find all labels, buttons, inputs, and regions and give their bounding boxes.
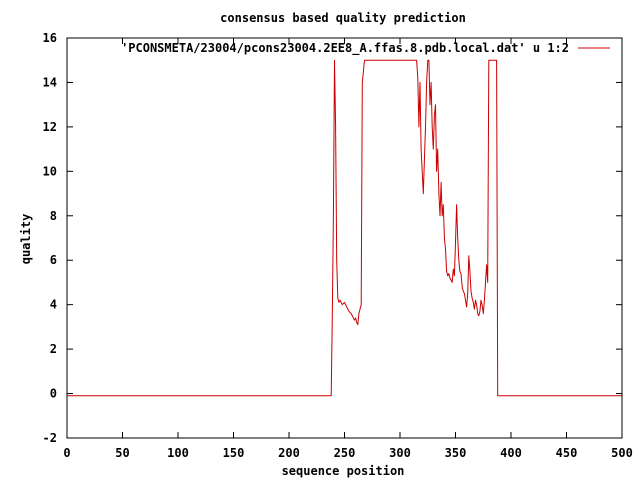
y-tick-label: 12 [43, 120, 57, 134]
x-axis-label: sequence position [282, 464, 405, 478]
y-tick-label: 10 [43, 164, 57, 178]
x-tick-label: 300 [389, 446, 411, 460]
x-tick-label: 200 [278, 446, 300, 460]
legend: 'PCONSMETA/23004/pcons23004.2EE8_A.ffas.… [121, 41, 610, 56]
y-tick-label: 14 [43, 75, 57, 89]
legend-series-label: 'PCONSMETA/23004/pcons23004.2EE8_A.ffas.… [121, 41, 569, 56]
x-tick-label: 100 [167, 446, 189, 460]
y-tick-label: -2 [43, 431, 57, 445]
y-tick-label: 6 [50, 253, 57, 267]
y-tick-label: 8 [50, 209, 57, 223]
chart-title: consensus based quality prediction [220, 11, 466, 25]
y-axis-ticks: -2 0 2 4 6 8 10 12 14 16 [43, 31, 622, 445]
x-tick-label: 500 [611, 446, 633, 460]
series-group [67, 59, 622, 397]
x-tick-label: 350 [445, 446, 467, 460]
y-tick-label: 4 [50, 298, 57, 312]
series-line [67, 59, 622, 397]
y-tick-label: 0 [50, 387, 57, 401]
x-axis-ticks: 0 50 100 150 200 250 300 350 400 450 500 [63, 38, 633, 460]
x-tick-label: 450 [556, 446, 578, 460]
x-tick-label: 0 [63, 446, 70, 460]
x-tick-label: 250 [334, 446, 356, 460]
y-tick-label: 2 [50, 342, 57, 356]
x-tick-label: 50 [115, 446, 129, 460]
x-tick-label: 400 [500, 446, 522, 460]
y-tick-label: 16 [43, 31, 57, 45]
y-axis-label: quality [19, 214, 33, 265]
x-tick-label: 150 [223, 446, 245, 460]
